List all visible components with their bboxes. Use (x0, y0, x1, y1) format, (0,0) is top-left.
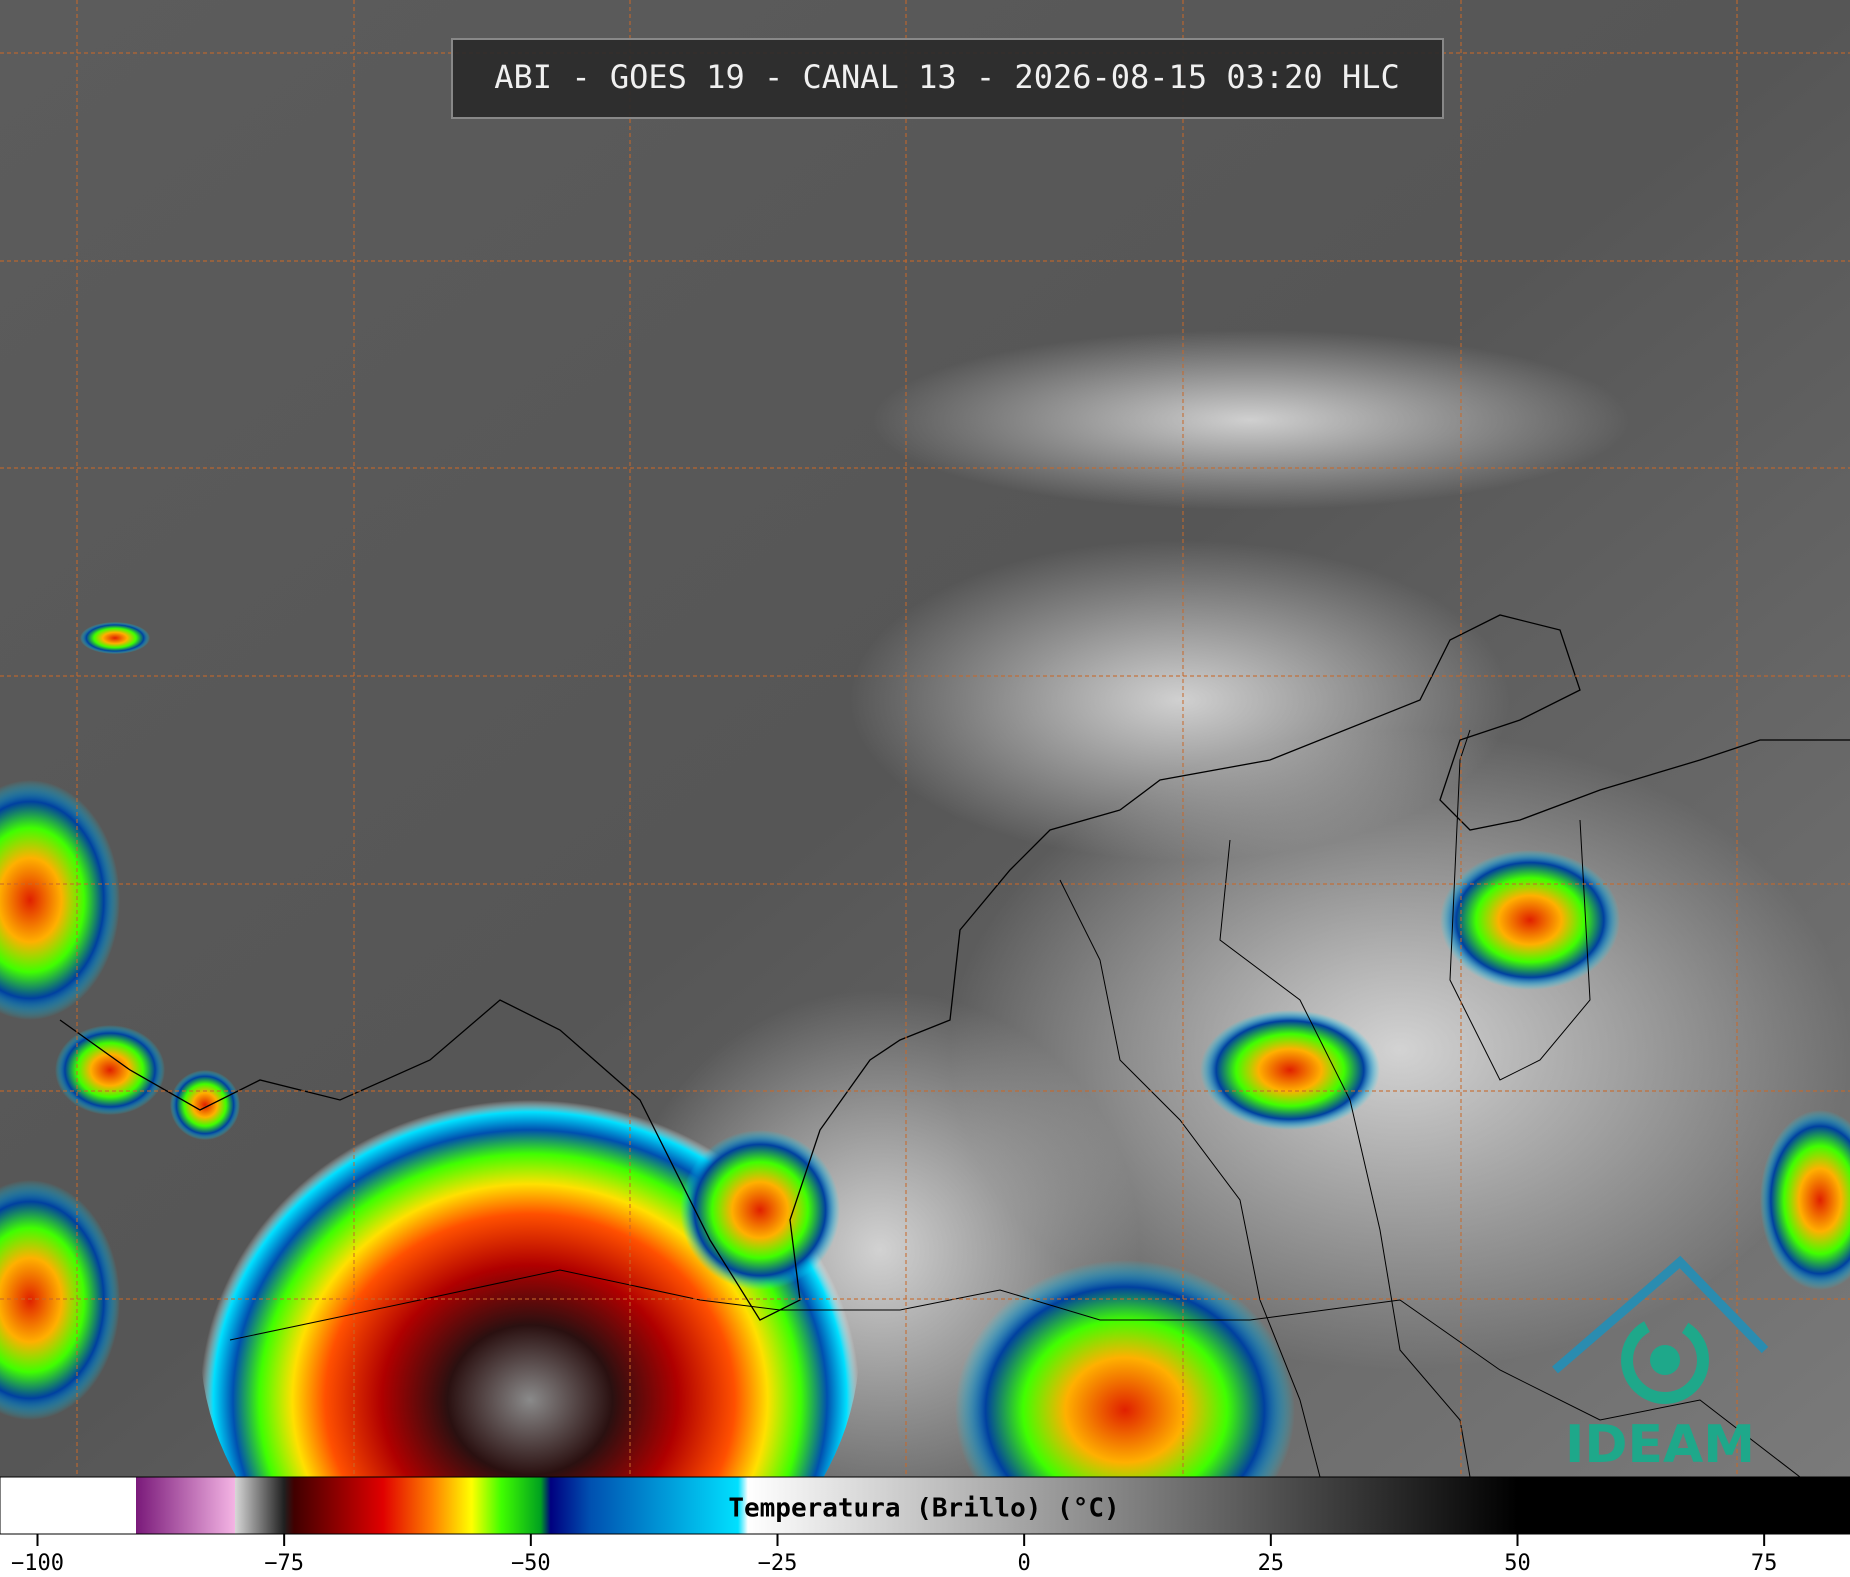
colorbar-tick-label: 50 (1504, 1551, 1531, 1576)
colorbar-tick-label: 75 (1751, 1551, 1778, 1576)
colorbar: −100 −75 −50 −25 0 25 50 75 (0, 1476, 1850, 1576)
logo: IDEAM (1552, 1255, 1769, 1475)
title: ABI - GOES 19 - CANAL 13 - 2026-08-15 03… (494, 58, 1399, 96)
colorbar-tick-label: 0 (1018, 1551, 1031, 1576)
colorbar-label: Temperatura (Brillo) (°C) (728, 1494, 1119, 1524)
colorbar-tick-label: −50 (511, 1551, 551, 1576)
colorbar-tick-label: −25 (758, 1551, 798, 1576)
title-box (451, 38, 1444, 119)
colorbar-tick-label: −100 (11, 1551, 64, 1576)
logo-text: IDEAM (1565, 1415, 1755, 1475)
colorbar-gradient (0, 1476, 1850, 1535)
colorbar-tick-label: −75 (264, 1551, 304, 1576)
colorbar-tick-label: 25 (1258, 1551, 1285, 1576)
